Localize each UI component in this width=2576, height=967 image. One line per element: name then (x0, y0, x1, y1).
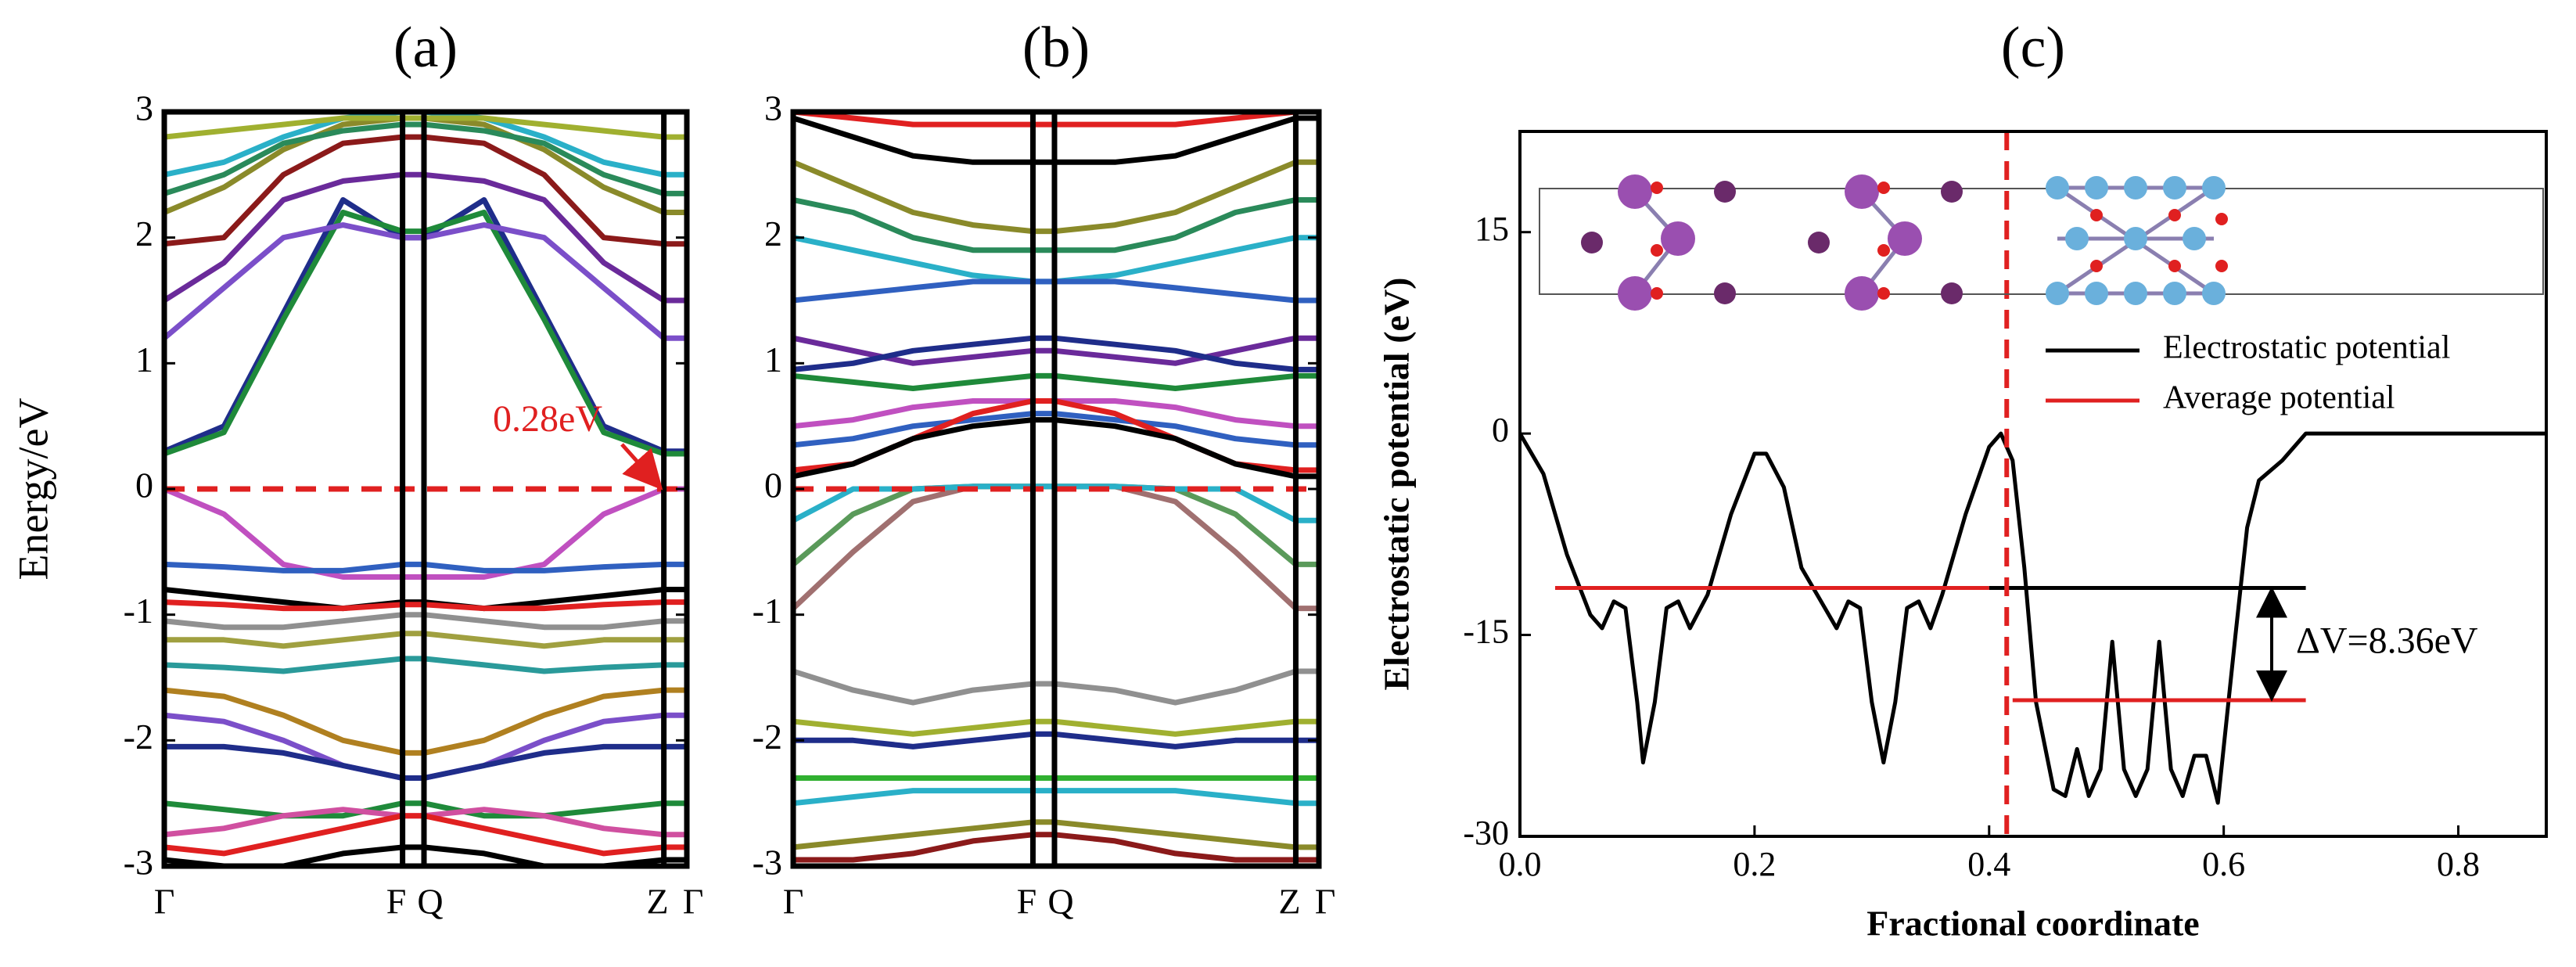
y-axis-label: Energy/eV (9, 398, 56, 581)
panel-title: (b) (1022, 16, 1090, 80)
y-tick-label: 3 (135, 88, 153, 128)
gap-annotation: 0.28eV (493, 398, 602, 440)
y-tick-label: 15 (1475, 210, 1509, 248)
y-tick-label: 1 (135, 340, 153, 379)
x-tick-label: 0.8 (2437, 845, 2480, 883)
panel-title: (c) (2001, 16, 2065, 80)
atoms-purple (1618, 174, 1922, 311)
inset-frame (1539, 188, 2544, 295)
x-tick-label: 0.4 (1967, 845, 2010, 883)
y-tick-label: 3 (764, 88, 782, 128)
y-tick-label: -3 (124, 843, 153, 883)
panel-title: (a) (393, 16, 458, 80)
atoms-red (1651, 182, 2228, 300)
y-tick-label: 2 (764, 214, 782, 253)
x-tick-label: Q (417, 882, 443, 922)
legend-label: Average potential (2163, 380, 2395, 416)
x-tick-label: 0.0 (1499, 845, 1542, 883)
x-tick-label: F (1017, 882, 1037, 922)
x-tick-label: Γ (1315, 882, 1336, 922)
x-tick-label: Γ (783, 882, 804, 922)
x-tick-label: Γ (154, 882, 175, 922)
delta-v-label: ΔV=8.36eV (2296, 620, 2478, 661)
x-tick-label: 0.2 (1733, 845, 1776, 883)
x-axis-label: Fractional coordinate (1866, 904, 2199, 944)
y-tick-label: -1 (124, 591, 153, 631)
atoms-dark (1581, 181, 1963, 304)
structure-inset (1539, 174, 2544, 311)
atoms-blue (2046, 176, 2226, 305)
x-tick-label: Z (1278, 882, 1300, 922)
y-tick-label: -30 (1463, 814, 1509, 852)
x-tick-label: F (386, 882, 407, 922)
y-tick-label: -2 (753, 717, 782, 757)
plot-frame (161, 109, 690, 869)
y-tick-label: -3 (753, 843, 782, 883)
y-tick-label: 2 (135, 214, 153, 253)
plot-frame (1518, 130, 2548, 838)
x-tick-label: Z (647, 882, 669, 922)
plot-frame (790, 109, 1322, 869)
y-tick-label: 0 (1492, 411, 1509, 449)
y-tick-label: 0 (764, 466, 782, 505)
band (164, 112, 687, 178)
legend-label: Electrostatic potential (2163, 330, 2450, 366)
y-tick-label: 0 (135, 466, 153, 505)
x-tick-label: 0.6 (2202, 845, 2245, 883)
y-tick-label: -1 (753, 591, 782, 631)
y-axis-label: Electrostatic potential (eV) (1377, 278, 1417, 691)
potential-line (1520, 431, 2546, 805)
y-tick-label: -15 (1463, 613, 1509, 651)
plot-area (1520, 431, 2546, 805)
y-tick-label: 1 (764, 340, 782, 379)
gap-arrow (620, 443, 663, 491)
x-tick-label: Q (1047, 882, 1073, 922)
y-tick-label: -2 (124, 717, 153, 757)
x-tick-label: Γ (683, 882, 704, 922)
